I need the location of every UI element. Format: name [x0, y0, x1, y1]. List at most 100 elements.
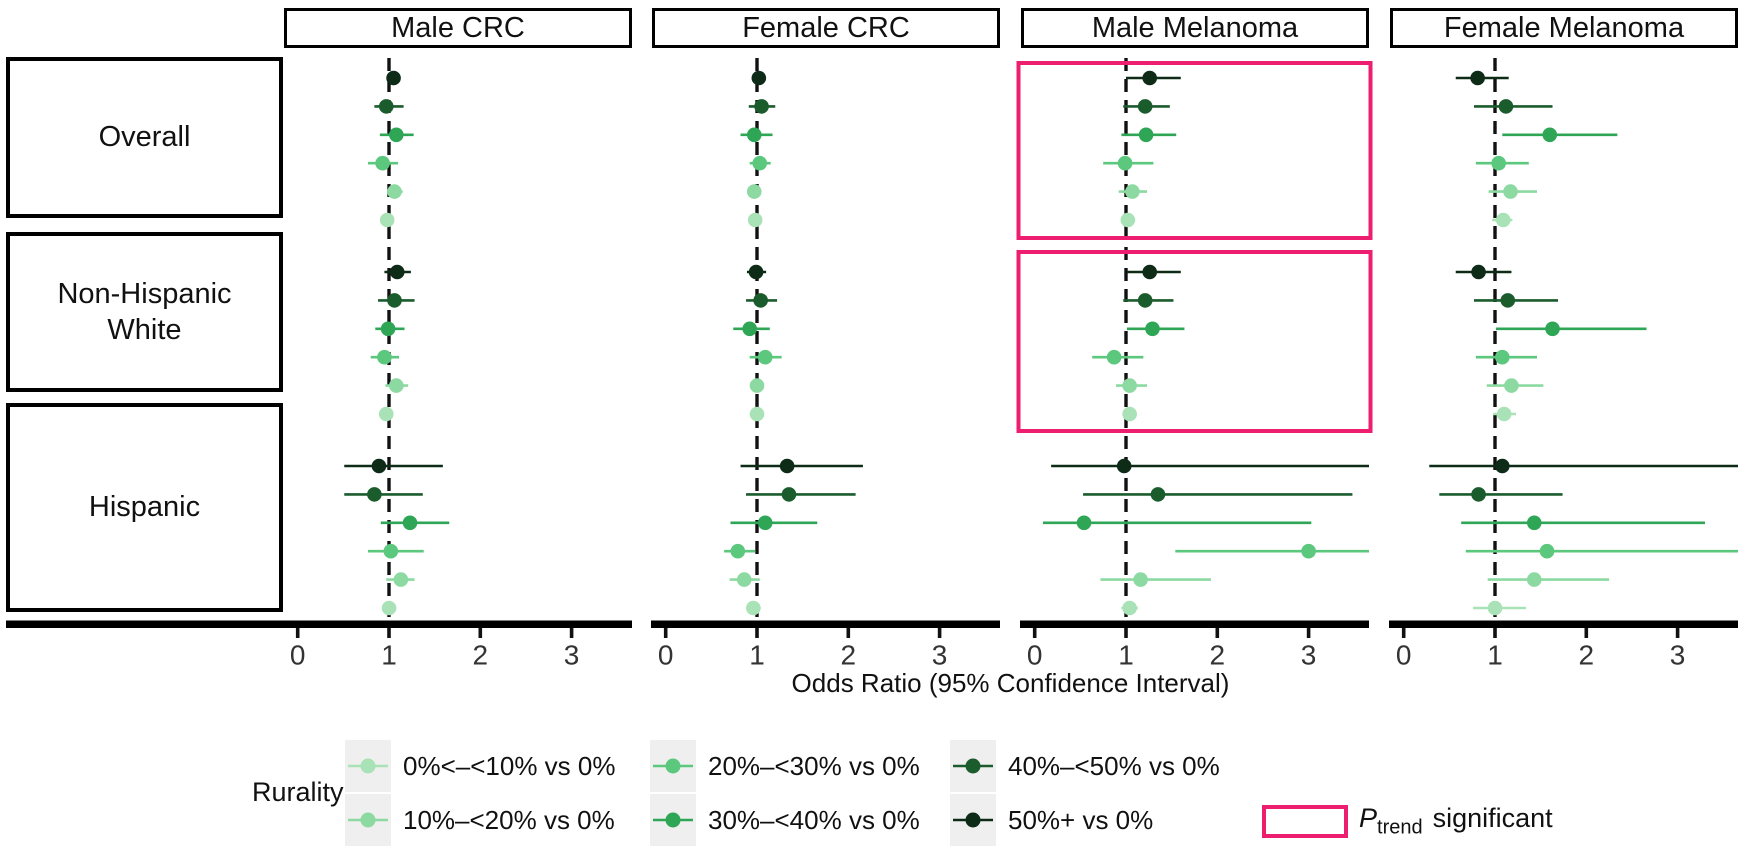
axis-tick-label: 0 [1027, 640, 1043, 671]
or-dot [1495, 349, 1510, 365]
axis-tick [387, 628, 391, 638]
or-dot [1545, 321, 1560, 337]
or-dot [779, 458, 795, 474]
ptrend-highlight-box [1016, 61, 1373, 240]
or-dot [1495, 458, 1510, 474]
or-dot [1498, 99, 1514, 114]
or-dot [386, 70, 401, 86]
axis-tick-label: 1 [381, 640, 397, 671]
axis-tick [937, 628, 942, 638]
or-dot [746, 600, 761, 616]
legend-key-glyph [953, 758, 993, 774]
axis-tick [1215, 628, 1220, 638]
or-dot [378, 406, 394, 422]
or-dot [1137, 293, 1153, 308]
legend-key-swatch [950, 740, 996, 792]
or-dot [1133, 572, 1148, 587]
or-dot [1471, 487, 1486, 502]
or-dot [1137, 99, 1153, 114]
panel-title-male-crc: Male CRC [284, 8, 632, 48]
legend-key-glyph [653, 758, 693, 774]
or-dot [1539, 543, 1555, 559]
or-dot [1116, 458, 1132, 474]
axis-tick-label: 3 [1670, 640, 1686, 671]
axis-tick-label: 0 [290, 640, 306, 671]
or-dot [1503, 184, 1518, 199]
or-dot [375, 155, 390, 171]
legend-key-swatch [650, 794, 696, 846]
or-dot [746, 184, 762, 199]
or-dot [754, 99, 769, 114]
axis-tick [295, 628, 300, 638]
axis-baseline-label-column [6, 620, 283, 628]
legend-key-swatch [650, 740, 696, 792]
axis-tick-label: 1 [749, 640, 765, 671]
panel-title-female-crc: Female CRC [652, 8, 1000, 48]
or-dot [1471, 264, 1486, 280]
or-dot [380, 321, 396, 337]
legend-key-label: 20%–<30% vs 0% [708, 751, 920, 781]
axis-tick-label: 1 [1487, 640, 1503, 671]
group-label-overall: Overall [6, 57, 283, 218]
or-dot [781, 487, 797, 502]
or-dot [749, 378, 765, 393]
or-dot [402, 515, 418, 531]
or-dot [377, 349, 392, 365]
or-dot [757, 515, 773, 531]
or-dot [367, 487, 382, 502]
or-dot [730, 543, 746, 559]
axis-tick [1493, 628, 1497, 638]
or-dot [736, 572, 752, 587]
or-dot [747, 212, 763, 228]
axis-tick-label: 3 [1301, 640, 1317, 671]
axis-tick-label: 1 [1118, 640, 1134, 671]
axis-tick-label: 2 [1210, 640, 1226, 671]
axis-tick-label: 0 [658, 640, 674, 671]
or-dot [746, 127, 762, 143]
axis-tick-label: 0 [1396, 640, 1412, 671]
axis-tick [663, 628, 668, 638]
or-dot [1122, 406, 1137, 422]
ptrend-highlight-box [1016, 250, 1373, 433]
ptrend-sub: trend [1377, 816, 1423, 839]
or-dot [752, 155, 768, 171]
or-dot [742, 321, 757, 337]
or-dot [389, 264, 405, 280]
or-dot [753, 293, 768, 308]
axis-tick-label: 3 [932, 640, 948, 671]
axis-tick-label: 2 [841, 640, 857, 671]
or-dot [379, 212, 395, 228]
legend-key-glyph [653, 812, 693, 828]
legend-key-label: 0%<–<10% vs 0% [403, 751, 616, 781]
legend-key-swatch [345, 794, 391, 846]
or-dot [749, 406, 765, 422]
group-label-hispanic: Hispanic [6, 403, 283, 612]
or-dot [1470, 70, 1485, 86]
or-dot [1142, 264, 1158, 280]
or-dot [1526, 572, 1542, 587]
or-dot [378, 99, 394, 114]
or-dot [751, 70, 767, 86]
or-dot [371, 458, 387, 474]
ptrend-p: P [1359, 803, 1378, 833]
x-axis-title: Odds Ratio (95% Confidence Interval) [791, 668, 1230, 698]
axis-baseline [1020, 620, 1369, 628]
or-dot [1301, 543, 1316, 559]
or-dot [1117, 155, 1133, 171]
or-dot [1487, 600, 1503, 616]
legend-key-swatch [345, 740, 391, 792]
or-dot [1138, 127, 1154, 143]
legend-key-label: 40%–<50% vs 0% [1008, 751, 1220, 781]
axis-baseline [651, 620, 1000, 628]
or-dot [389, 378, 404, 393]
or-dot [389, 127, 404, 143]
axis-tick [1032, 628, 1037, 638]
axis-tick [1675, 628, 1680, 638]
axis-tick-label: 2 [1579, 640, 1595, 671]
axis-tick [1124, 628, 1128, 638]
axis-tick [478, 628, 483, 638]
or-dot [1120, 212, 1136, 228]
legend-key-glyph [348, 758, 388, 774]
